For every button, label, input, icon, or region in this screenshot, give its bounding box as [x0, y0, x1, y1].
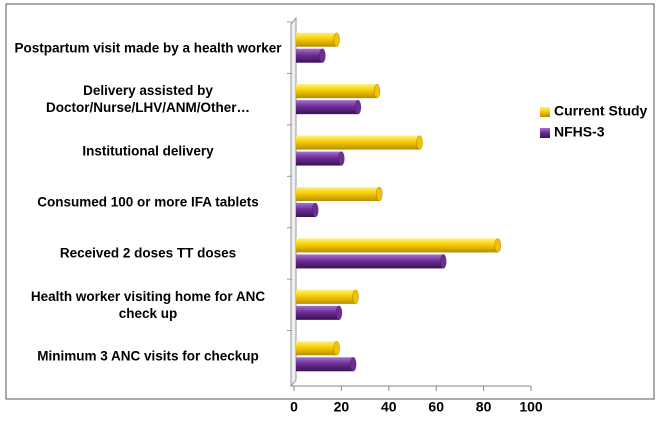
category-label: Institutional delivery	[82, 143, 214, 159]
legend-label: Current Study	[554, 103, 648, 119]
bar-cap	[333, 32, 340, 47]
bar	[296, 289, 356, 304]
bar	[296, 84, 377, 99]
category-label: Delivery assisted by Doctor/Nurse/LHV/AN…	[45, 83, 251, 116]
bar	[296, 187, 380, 201]
category-label: Consumed 100 or more IFA tablets	[37, 194, 259, 210]
category-label: Health worker visiting home for ANC chec…	[30, 288, 266, 321]
category-label: Minimum 3 ANC visits for checkup	[37, 348, 259, 364]
legend-swatch	[540, 107, 550, 117]
legend-swatch	[540, 128, 550, 138]
bar-cap	[350, 357, 357, 372]
legend-label: NFHS-3	[554, 124, 605, 140]
x-tick-label: 60	[428, 399, 444, 415]
x-tick-label: 0	[290, 399, 298, 415]
category-label: Received 2 doses TT doses	[59, 245, 237, 261]
bar-cap	[335, 305, 343, 321]
bar-cap	[373, 83, 381, 99]
bar-cap	[494, 238, 502, 253]
x-tick-label: 80	[476, 399, 492, 415]
bar	[296, 341, 337, 356]
bar	[296, 151, 342, 166]
bar-cap	[354, 99, 362, 115]
x-tick-label: 20	[334, 399, 350, 415]
bar-cap	[352, 289, 359, 305]
bar	[296, 305, 340, 320]
bar-cap	[312, 202, 319, 218]
bar	[296, 100, 358, 115]
bar	[296, 357, 354, 372]
back-wall	[290, 16, 297, 388]
bar-cap	[319, 48, 326, 63]
frame	[5, 3, 655, 400]
bar	[296, 238, 498, 253]
x-tick-label: 100	[519, 399, 543, 415]
category-label: Postpartum visit made by a health worker	[14, 40, 282, 56]
bar	[296, 48, 323, 63]
bar-cap	[376, 186, 383, 202]
bar	[296, 254, 444, 269]
x-tick-label: 40	[381, 399, 397, 415]
bar-cap	[416, 135, 423, 150]
bar	[296, 32, 337, 47]
bar-cap	[333, 341, 340, 356]
bar-cap	[440, 254, 447, 269]
bar	[296, 203, 316, 217]
bar-cap	[338, 151, 345, 166]
bar	[296, 135, 420, 150]
